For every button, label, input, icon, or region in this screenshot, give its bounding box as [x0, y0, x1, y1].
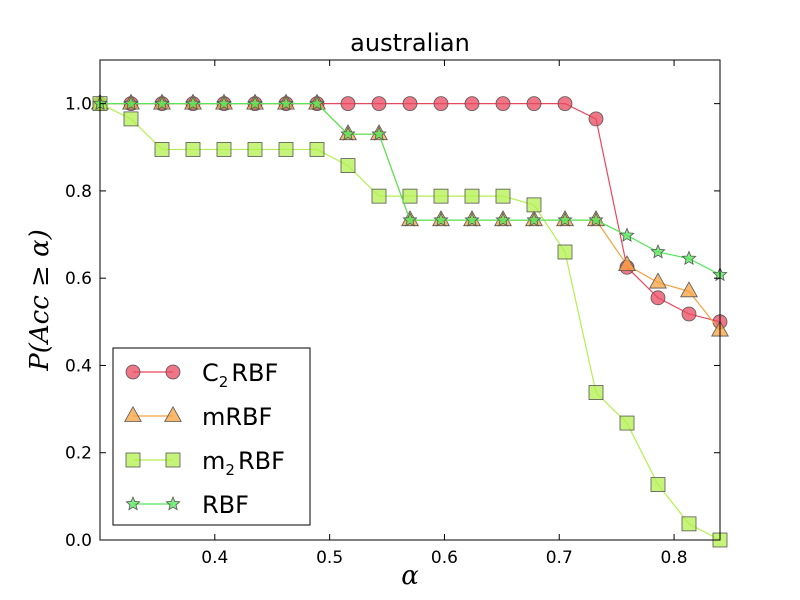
- square-point: [123, 111, 139, 127]
- triangle-point: [680, 281, 698, 298]
- star-point: [433, 212, 449, 227]
- legend-box: [112, 347, 311, 526]
- x-axis-label: α: [401, 561, 419, 591]
- legend-triangle-icon: [164, 405, 182, 422]
- star-point: [309, 95, 325, 111]
- y-tick-label: 0.6: [65, 269, 92, 289]
- star-point: [123, 95, 139, 111]
- legend-circle-icon: [165, 364, 181, 380]
- legend-star-icon: [165, 495, 181, 511]
- series-layer: [91, 93, 729, 548]
- circle-point: [526, 96, 542, 112]
- circle-point: [340, 96, 356, 112]
- legend-label: mRBF: [202, 403, 272, 431]
- series-rbf: [92, 95, 728, 282]
- plot-frame: [99, 59, 721, 541]
- star-point: [185, 95, 201, 111]
- legend-label-rest: RBF: [238, 447, 285, 475]
- star-point: [216, 95, 232, 111]
- legend-label-main: RBF: [202, 491, 249, 519]
- y-tick-label: 0.4: [65, 356, 92, 376]
- series-m2rbf: [92, 96, 728, 548]
- triangle-point: [618, 255, 636, 272]
- star-point: [588, 212, 604, 227]
- square-point: [154, 142, 170, 157]
- star-point: [557, 212, 573, 227]
- axes: 0.4 0.5 0.6 0.7 0.8 0.0 0.2 0.4 0.6 0.8 1.0: [65, 60, 720, 568]
- circle-point: [495, 96, 511, 112]
- legend-label-subscript: 2: [225, 461, 235, 479]
- star-point: [371, 126, 387, 141]
- star-point: [340, 126, 356, 141]
- y-tick-label: 0.2: [65, 444, 92, 464]
- star-point: [526, 212, 542, 227]
- legend-label: m2 RBF: [202, 447, 285, 479]
- y-tick-label: 0.8: [65, 182, 92, 202]
- star-point: [681, 250, 697, 266]
- circle-point: [681, 306, 697, 322]
- legend-entry: m2 RBF: [125, 447, 285, 479]
- legend-square-icon: [125, 452, 141, 468]
- legend-label-subscript: 2: [219, 373, 229, 391]
- star-point: [247, 95, 263, 111]
- circle-point: [588, 111, 604, 127]
- legend-entry: mRBF: [124, 403, 272, 431]
- star-point: [278, 95, 294, 111]
- legend-label: RBF: [202, 491, 249, 519]
- legend-star-icon: [125, 495, 141, 511]
- square-point: [309, 142, 325, 157]
- square-point: [588, 385, 604, 400]
- legend-triangle-icon: [124, 405, 142, 422]
- star-point: [650, 243, 666, 259]
- x-tick-label: 0.7: [546, 548, 573, 568]
- square-point: [495, 188, 511, 204]
- square-point: [247, 142, 263, 157]
- x-tick-label: 0.6: [431, 548, 458, 568]
- circle-point: [464, 96, 480, 112]
- square-point: [278, 142, 294, 157]
- x-tick-label: 0.8: [661, 548, 688, 568]
- star-point: [619, 227, 635, 242]
- legend-label-main: m: [202, 447, 225, 475]
- square-point: [681, 516, 697, 532]
- triangle-point: [649, 272, 667, 289]
- square-point: [619, 415, 635, 431]
- square-point: [185, 142, 201, 157]
- square-point: [433, 188, 449, 204]
- legend-entry: RBF: [125, 491, 249, 519]
- square-point: [340, 158, 356, 174]
- star-point: [402, 212, 418, 227]
- square-point: [464, 188, 480, 204]
- circle-point: [402, 96, 418, 112]
- y-tick-label: 0.0: [65, 531, 92, 551]
- circle-point: [650, 290, 666, 306]
- square-point: [526, 197, 542, 213]
- x-tick-label: 0.5: [316, 548, 343, 568]
- legend-label-main: mRBF: [202, 403, 272, 431]
- y-axis-label: P(Acc ≥ α): [25, 229, 55, 372]
- chart-title: australian: [350, 29, 470, 57]
- square-point: [650, 477, 666, 492]
- circle-point: [371, 96, 387, 112]
- square-point: [216, 142, 232, 157]
- x-tick-label: 0.4: [201, 548, 228, 568]
- square-point: [557, 244, 573, 260]
- square-point: [402, 188, 418, 204]
- square-point: [371, 188, 387, 204]
- legend-square-icon: [165, 452, 181, 468]
- circle-point: [557, 96, 573, 112]
- legend-label-main: C: [202, 359, 219, 387]
- legend-label: C2 RBF: [202, 359, 278, 391]
- star-point: [495, 212, 511, 227]
- legend-label-rest: RBF: [231, 359, 278, 387]
- legend-circle-icon: [125, 364, 141, 380]
- circle-point: [433, 96, 449, 112]
- legend-entry: C2 RBF: [125, 359, 278, 391]
- star-point: [464, 212, 480, 227]
- star-point: [154, 95, 170, 111]
- y-tick-label: 1.0: [65, 95, 92, 115]
